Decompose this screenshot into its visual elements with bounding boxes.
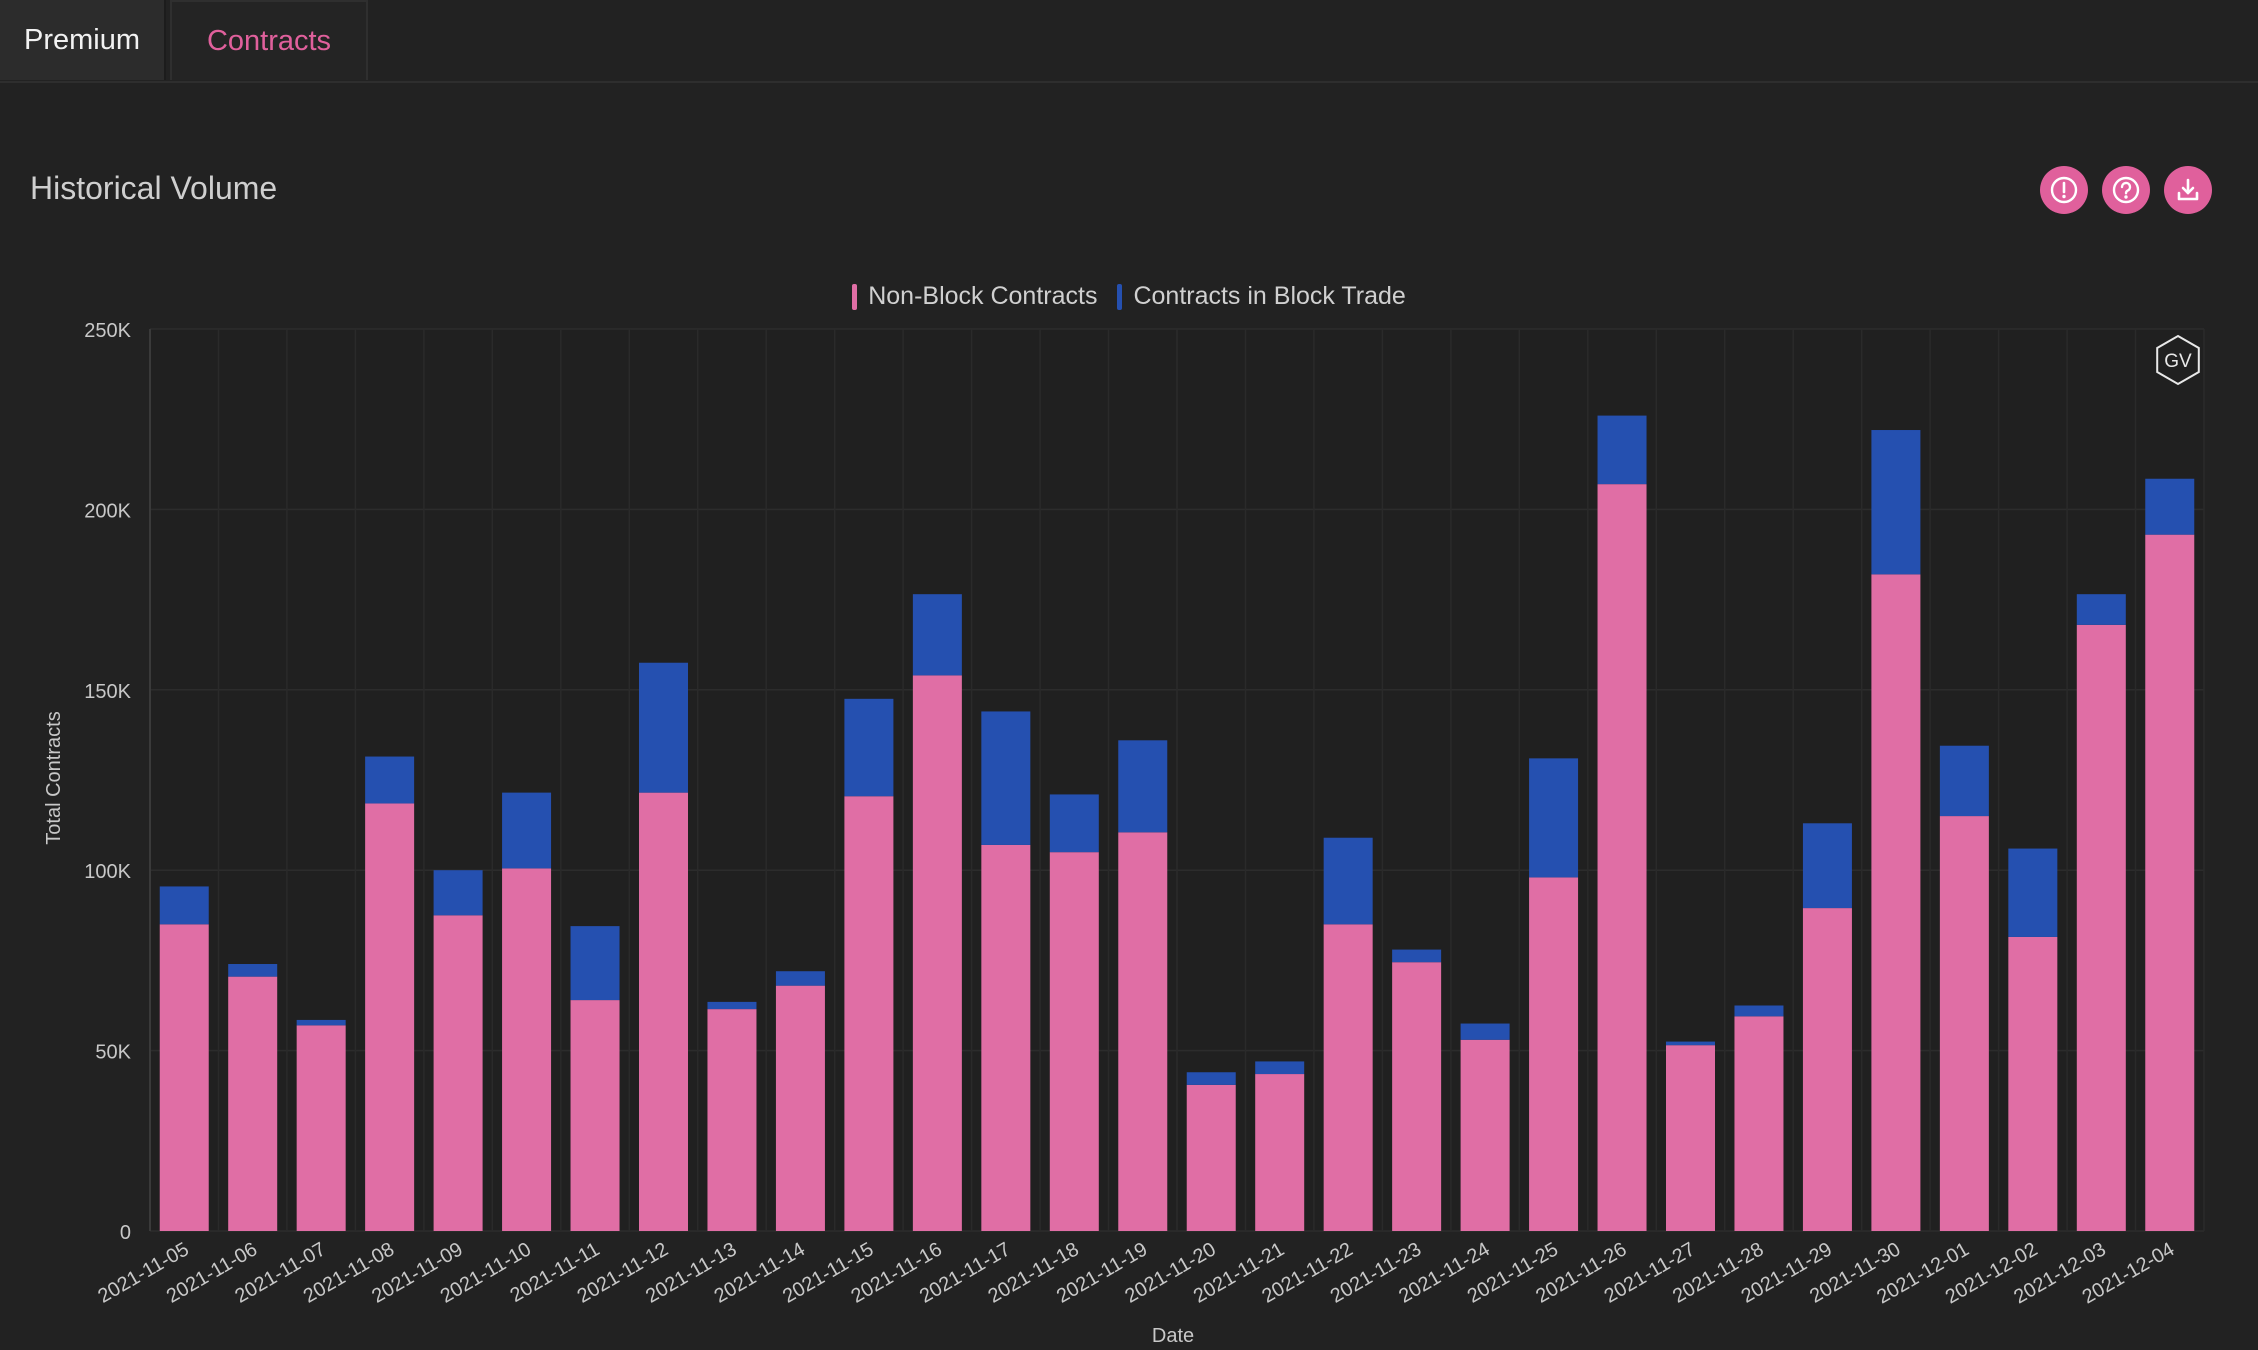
bar-non-block (1529, 877, 1579, 1231)
bar-block-trade (159, 886, 209, 925)
legend-label-non-block: Non-Block Contracts (868, 282, 1098, 310)
bar-non-block (1666, 1045, 1715, 1231)
bar-block-trade (502, 792, 552, 869)
tab-contracts[interactable]: Contracts (170, 0, 368, 80)
legend-item-block[interactable]: Contracts in Block Trade (1117, 282, 1406, 311)
y-tick-label: 50K (95, 1042, 131, 1064)
bar-block-trade (1871, 430, 1921, 575)
bar-block-trade (639, 662, 688, 793)
bar-non-block (1460, 1039, 1510, 1231)
bar-non-block (502, 868, 552, 1231)
legend-swatch-non-block (852, 283, 858, 310)
alert-icon (2050, 176, 2078, 204)
bar-block-trade (365, 756, 415, 804)
chart-legend: Non-Block Contracts Contracts in Block T… (0, 282, 2258, 311)
bar-non-block (159, 924, 209, 1231)
legend-label-block: Contracts in Block Trade (1133, 282, 1406, 310)
y-tick-label: 150K (84, 681, 131, 703)
bar-block-trade (1529, 758, 1579, 878)
bar-non-block (707, 1009, 757, 1231)
bar-non-block (1186, 1084, 1236, 1231)
bar-non-block (228, 976, 278, 1231)
bar-block-trade (1049, 794, 1099, 853)
bar-block-trade (1666, 1041, 1715, 1046)
bar-block-trade (228, 964, 278, 977)
bar-block-trade (1255, 1061, 1305, 1075)
legend-item-non-block[interactable]: Non-Block Contracts (852, 282, 1097, 311)
bar-block-trade (1734, 1005, 1784, 1017)
bar-non-block (2076, 624, 2126, 1231)
bar-non-block (1049, 852, 1099, 1231)
bar-non-block (1118, 832, 1168, 1231)
bar-non-block (2008, 936, 2058, 1231)
x-axis-title: Date (1152, 1325, 1194, 1347)
bar-block-trade (844, 698, 894, 797)
bar-non-block (433, 915, 483, 1231)
panel-title: Historical Volume (30, 170, 278, 206)
bar-block-trade (1392, 949, 1442, 963)
bar-non-block (365, 803, 415, 1231)
bar-non-block (844, 796, 894, 1231)
bar-non-block (1323, 924, 1373, 1231)
help-icon (2112, 176, 2140, 204)
bar-block-trade (775, 971, 825, 986)
bar-non-block (1255, 1074, 1305, 1231)
alert-button[interactable] (2040, 166, 2088, 214)
bar-non-block (1939, 816, 1989, 1231)
bar-block-trade (1323, 837, 1373, 925)
bar-block-trade (912, 594, 962, 676)
bar-block-trade (570, 926, 620, 1001)
bar-block-trade (2008, 848, 2058, 937)
tab-bar: Premium Contracts (0, 0, 2258, 83)
bar-block-trade (1597, 415, 1647, 485)
gv-logo-text: GV (2164, 351, 2192, 372)
bar-non-block (912, 675, 962, 1231)
bar-block-trade (1460, 1023, 1510, 1040)
bar-block-trade (981, 711, 1031, 845)
bar-non-block (775, 985, 825, 1231)
y-tick-label: 100K (84, 861, 131, 883)
tab-premium[interactable]: Premium (0, 0, 166, 80)
bar-non-block (2145, 534, 2195, 1231)
bar-block-trade (1802, 823, 1852, 909)
bar-non-block (1392, 962, 1442, 1231)
bar-block-trade (2076, 594, 2126, 625)
legend-swatch-block (1117, 283, 1123, 310)
bar-non-block (1871, 574, 1921, 1231)
y-axis-title: Total Contracts (43, 711, 65, 844)
help-button[interactable] (2102, 166, 2150, 214)
bar-block-trade (707, 1001, 757, 1010)
download-icon (2177, 178, 2199, 201)
y-tick-label: 200K (84, 500, 131, 522)
bar-non-block (1597, 484, 1647, 1231)
y-tick-label: 250K (84, 320, 131, 342)
gv-logo-icon (2156, 334, 2200, 386)
bar-non-block (1802, 908, 1852, 1231)
bar-block-trade (1186, 1072, 1236, 1085)
bar-non-block (639, 792, 688, 1231)
bar-non-block (1734, 1016, 1784, 1231)
bar-block-trade (1939, 745, 1989, 817)
bar-non-block (296, 1025, 346, 1231)
bar-non-block (981, 844, 1031, 1231)
bar-block-trade (1118, 740, 1168, 833)
bar-non-block (570, 1000, 620, 1231)
download-button[interactable] (2164, 166, 2212, 214)
bar-block-trade (2145, 478, 2195, 535)
bar-block-trade (433, 870, 483, 916)
bar-block-trade (296, 1019, 346, 1026)
y-tick-label: 0 (120, 1222, 131, 1244)
